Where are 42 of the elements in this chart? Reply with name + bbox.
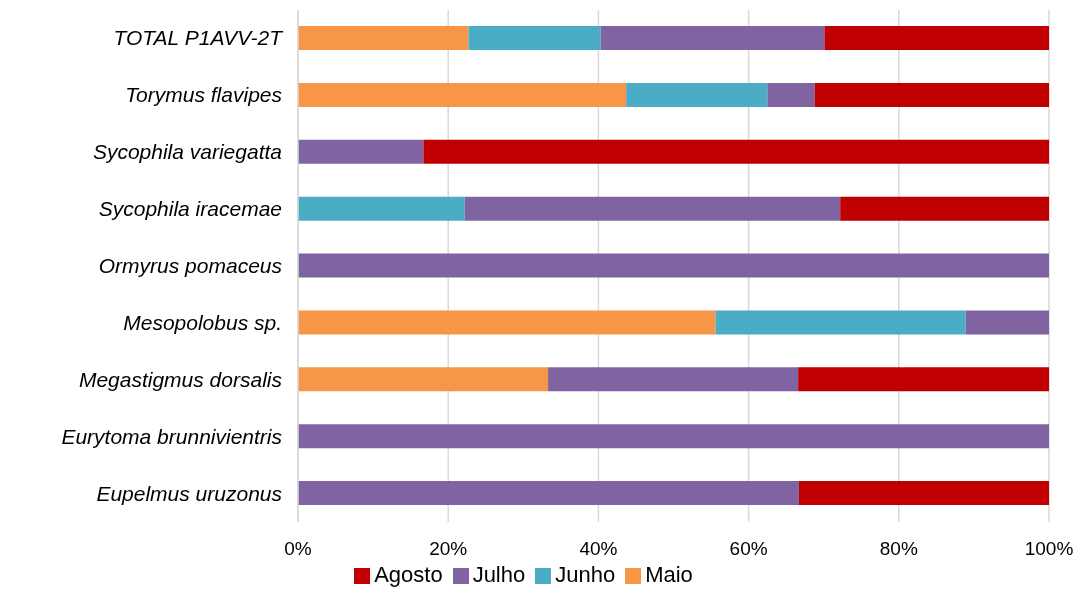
bar [298,481,799,506]
y-tick-label: Mesopolobus sp. [123,310,282,334]
bar [767,82,815,107]
bar [423,139,1049,164]
x-tick-label: 0% [284,538,312,560]
y-tick-label: Eupelmus uruzonus [96,481,283,505]
bar [824,26,1049,50]
bar [298,139,424,164]
bar [298,367,549,392]
legend-label: Agosto [374,562,443,587]
bar [298,253,1049,278]
x-tick-label: 80% [879,538,918,560]
bar [715,310,966,335]
y-tick-label: Sycophila iracemae [98,197,282,221]
y-tick-label: Ormyrus pomaceus [98,254,283,277]
bar [464,196,841,221]
bar [965,310,1049,335]
bar [298,424,1049,449]
bar [626,82,768,107]
bar [600,26,825,50]
x-tick-label: 60% [729,538,768,560]
legend-label: Junho [555,562,616,587]
y-tick-label: TOTAL P1AVV-2T [113,26,285,50]
bar [798,367,1049,392]
y-tick-label: Megastigmus dorsalis [78,367,283,391]
x-tick-label: 40% [579,538,618,560]
bar [298,26,469,50]
y-tick-label: Torymus flavipes [125,83,283,107]
bar [798,481,1049,506]
bar [298,310,716,335]
bar [298,82,627,107]
bar [840,196,1049,221]
y-tick-label: Eurytoma brunnivientris [61,424,283,448]
x-tick-label: 100% [1024,538,1074,560]
bar [814,82,1049,107]
y-tick-label: Sycophila variegatta [92,140,282,164]
bar [548,367,799,392]
bar [468,26,601,50]
legend-label: Julho [472,562,526,587]
legend-label: Maio [645,562,693,587]
x-tick-label: 20% [429,538,468,560]
bar [298,196,465,221]
